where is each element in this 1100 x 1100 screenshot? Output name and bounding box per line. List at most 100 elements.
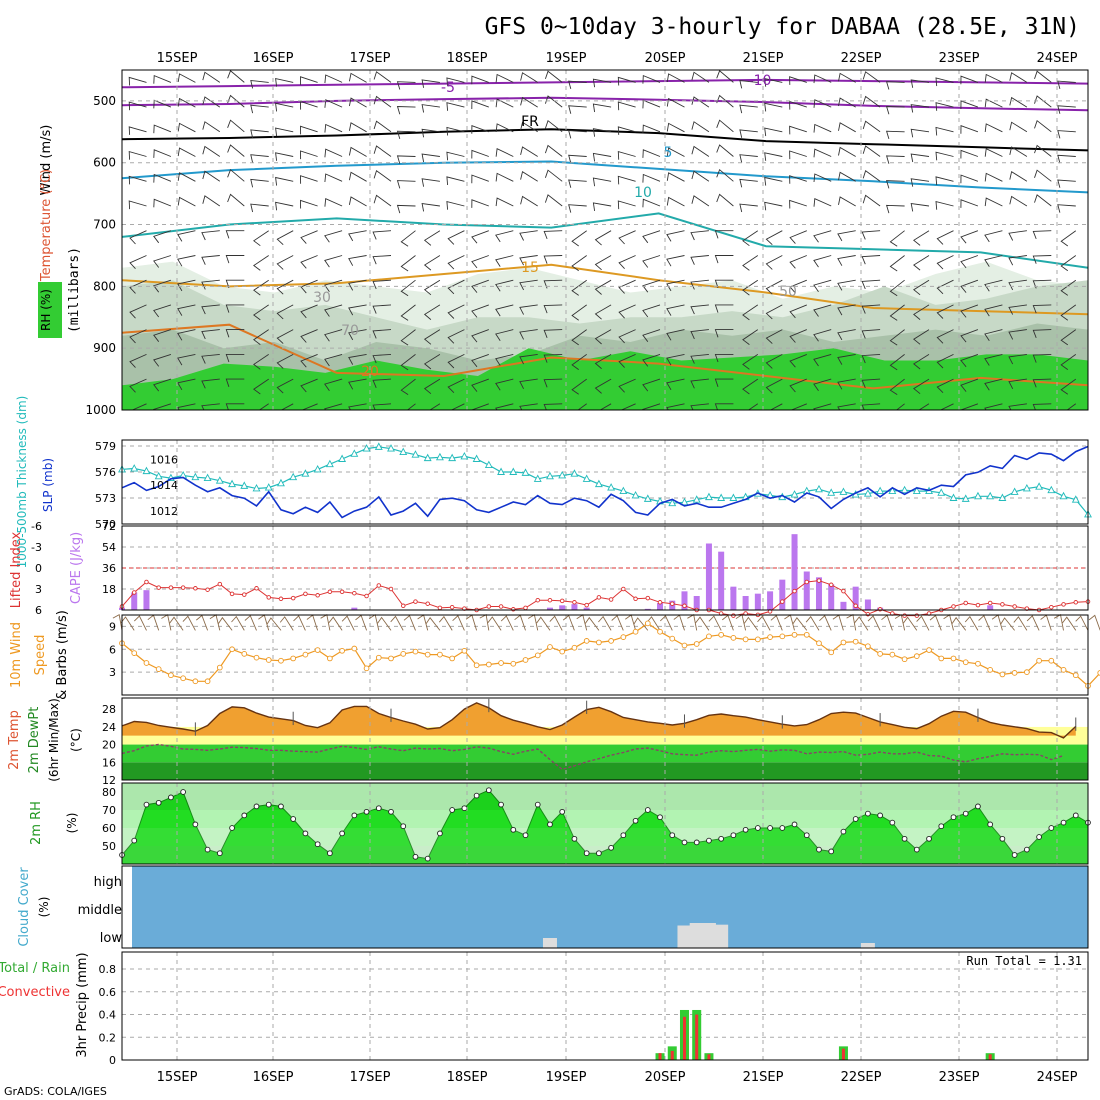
wind-barb (837, 304, 856, 316)
wind-barb (495, 98, 514, 108)
wind-barb (984, 403, 1003, 410)
wind-speed-marker (803, 631, 810, 638)
temp-frame (121, 697, 1089, 781)
wind-barb (960, 149, 979, 159)
lifted-index-marker (156, 585, 161, 590)
lifted-index-marker (621, 586, 626, 592)
wind-barb (406, 403, 416, 410)
date-label-bottom: 19SEP (546, 1070, 587, 1085)
wind-barb (182, 615, 196, 631)
wind-barb (122, 230, 123, 232)
wind-barb (862, 194, 881, 207)
slp-tick: 1016 (150, 453, 178, 466)
wind-barb (201, 329, 220, 340)
wind-speed-marker (143, 660, 150, 666)
wind-barb (324, 230, 343, 243)
wind-barb (819, 615, 832, 631)
wind-barb (862, 95, 881, 108)
isotherm-line (122, 263, 1088, 316)
contour-label: 70 (341, 323, 359, 339)
wind-barb (544, 70, 563, 83)
wind-barb (253, 255, 269, 271)
wind-barb (867, 615, 881, 631)
precip-frame (121, 951, 1089, 1061)
wind-barb (250, 129, 269, 138)
wind-barb (666, 122, 685, 133)
wind-barb (1032, 403, 1052, 410)
wind-barb (910, 178, 930, 187)
wind-barb (202, 96, 221, 108)
cloud-cover-field (132, 866, 1088, 948)
wind-barb (452, 615, 465, 631)
lifted-index-marker (1073, 600, 1079, 605)
wind-barb (423, 354, 441, 370)
lifted-index-marker (327, 589, 333, 595)
wind-barb (471, 149, 489, 159)
contour-label: 30 (313, 290, 331, 306)
li-tick: -6 (31, 520, 42, 533)
wind-barb (594, 304, 612, 320)
cape-bar (571, 604, 578, 610)
wind-barb (960, 199, 979, 208)
lifted-index-marker (902, 613, 907, 618)
wind-speed-marker (302, 651, 309, 658)
rh2m-marker (131, 837, 138, 844)
thickness-marker (912, 486, 921, 495)
contour-label: -5 (441, 80, 455, 96)
wind-barb (227, 70, 245, 83)
wind-barb (153, 74, 172, 84)
thickness-marker (374, 442, 383, 450)
wind-barb (275, 176, 294, 186)
wind-barb (421, 79, 440, 88)
wind-speed-marker (938, 655, 945, 662)
wind-barb (757, 615, 771, 631)
lifted-index-marker (645, 595, 651, 601)
wind-barb (225, 279, 245, 288)
wind-barb (789, 125, 807, 135)
pressure-unit-label: (millibars) (67, 247, 82, 333)
wind10-label: 10m Wind (9, 622, 24, 688)
thickness-tick: 579 (95, 440, 116, 453)
wind-barb (300, 199, 318, 209)
wind-barb (446, 77, 465, 87)
lifted-index-marker (547, 597, 553, 603)
grads-credit: GrADS: COLA/IGES (4, 1085, 107, 1098)
contour-label: 10 (634, 185, 652, 201)
wind-barb (889, 255, 905, 272)
rh2m-marker (229, 825, 235, 831)
wind-barb (571, 354, 587, 370)
wind-barb (895, 403, 905, 410)
rh2m-tick: 70 (102, 804, 116, 817)
wind-barb (936, 329, 954, 344)
wind-speed-marker (828, 649, 835, 656)
wind-barb (202, 145, 221, 157)
wind-barb (813, 173, 832, 183)
thickness-marker (888, 486, 897, 495)
wind-barb (543, 353, 563, 363)
thickness-marker (863, 489, 872, 497)
wind-barb (960, 329, 979, 343)
wind-barb (536, 616, 551, 631)
wind-barb (544, 194, 563, 207)
wind-barb (666, 403, 685, 410)
wind-barb (960, 403, 979, 410)
wind-barb (576, 614, 588, 631)
wind-barb (642, 403, 661, 410)
wind-barb (837, 403, 856, 410)
wind-barb (471, 230, 489, 244)
contour-label: FR (521, 114, 539, 130)
thickness-marker (460, 451, 469, 460)
date-label-top: 15SEP (157, 51, 198, 66)
wind-barb (373, 169, 392, 182)
wind-barb (218, 616, 233, 631)
wind-barb (617, 126, 636, 135)
wind-barb (225, 329, 245, 338)
wind-barb (984, 197, 1003, 207)
thickness-marker (729, 493, 738, 501)
wind-barb (227, 168, 245, 182)
wind-barb (324, 353, 343, 367)
rh2m-marker (498, 801, 504, 808)
date-label-bottom: 21SEP (743, 1070, 784, 1085)
cape-bar (779, 579, 786, 610)
wind-barb (577, 403, 587, 410)
